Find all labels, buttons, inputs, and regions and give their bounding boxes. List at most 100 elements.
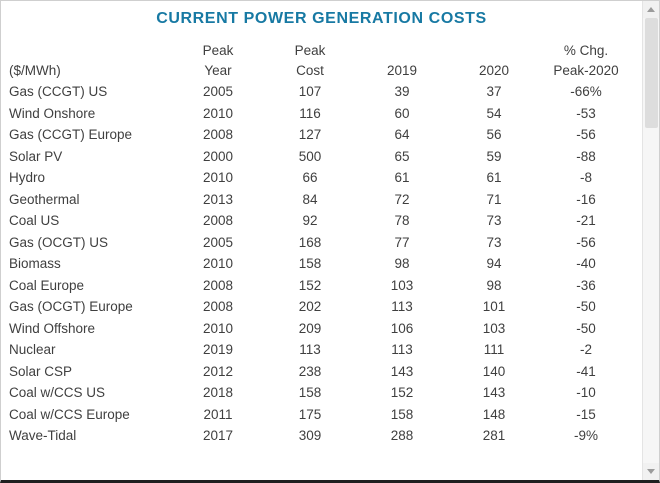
table-row: Biomass 2010 158 98 94 -40 <box>7 253 632 275</box>
row-value: 54 <box>486 105 502 121</box>
row-label: Biomass <box>9 256 61 271</box>
row-value: -9% <box>573 428 598 443</box>
row-value: 2010 <box>202 320 234 336</box>
row-value: 113 <box>391 342 413 357</box>
table-row: Solar PV 2000 500 65 59 -88 <box>7 146 632 168</box>
row-value: 61 <box>394 170 410 185</box>
row-value: 238 <box>298 363 322 379</box>
row-value: 59 <box>486 148 502 164</box>
table-row: Wave-Tidal 2017 309 288 281 -9% <box>7 425 632 447</box>
table-row: Nuclear 2019 113 113 111 -2 <box>7 339 632 361</box>
row-value: 2010 <box>202 105 234 121</box>
arrow-up-icon <box>647 7 655 12</box>
row-value: 39 <box>394 84 410 99</box>
table-row: Coal Europe 2008 152 103 98 -36 <box>7 275 632 297</box>
row-label: Solar PV <box>9 148 63 164</box>
scroll-up-button[interactable] <box>643 1 659 18</box>
col-header-pct-change: % Chg. Peak-2020 <box>540 41 632 81</box>
col-header-label: Cost <box>296 63 324 78</box>
row-value: -10 <box>576 385 596 400</box>
col-header-label: Peak <box>202 43 234 58</box>
row-value: 64 <box>394 127 410 142</box>
page-title: CURRENT POWER GENERATION COSTS <box>156 10 487 27</box>
col-header-label: % Chg. <box>563 43 609 58</box>
row-value: 2019 <box>202 342 234 357</box>
row-value: -36 <box>576 277 596 293</box>
col-header-label: 2020 <box>478 63 510 78</box>
row-value: 113 <box>391 299 413 314</box>
row-value: 2005 <box>202 234 234 250</box>
row-value: -50 <box>576 299 596 314</box>
row-value: -66% <box>570 84 602 99</box>
scrollbar-thumb[interactable] <box>645 18 658 128</box>
row-label: Geothermal <box>9 191 80 207</box>
col-header-label: 2019 <box>386 63 418 78</box>
table-row: Wind Onshore 2010 116 60 54 -53 <box>7 103 632 125</box>
row-value: 2018 <box>202 385 234 400</box>
col-header-peak-year: Peak Year <box>172 41 264 81</box>
row-value: 143 <box>390 363 414 379</box>
row-value: -21 <box>576 213 596 228</box>
row-value: 2005 <box>202 84 234 99</box>
row-value: 106 <box>390 320 414 336</box>
row-value: 2008 <box>202 277 234 293</box>
row-value: 98 <box>486 277 502 293</box>
table-row: Gas (OCGT) Europe 2008 202 113 101 -50 <box>7 296 632 318</box>
row-label: Coal w/CCS Europe <box>9 406 130 422</box>
row-value: 281 <box>482 428 506 443</box>
row-value: 209 <box>298 320 322 336</box>
arrow-down-icon <box>647 469 655 474</box>
row-value: 103 <box>390 277 414 293</box>
row-value: 2008 <box>202 213 234 228</box>
scroll-down-button[interactable] <box>643 463 659 480</box>
row-value: 73 <box>486 234 502 250</box>
vertical-scrollbar[interactable] <box>642 1 659 480</box>
col-header-label: Year <box>204 63 232 78</box>
row-label: Coal Europe <box>9 277 85 293</box>
row-value: 84 <box>302 191 318 207</box>
row-value: 2008 <box>202 127 234 142</box>
row-value: 78 <box>394 213 410 228</box>
row-value: 168 <box>298 234 322 250</box>
row-value: 65 <box>394 148 410 164</box>
table-row: Gas (CCGT) US 2005 107 39 37 -66% <box>7 81 632 103</box>
row-value: 92 <box>302 213 318 228</box>
col-header-2019: 2019 <box>356 41 448 81</box>
row-value: 113 <box>299 342 321 357</box>
row-label: Gas (CCGT) Europe <box>9 127 133 142</box>
row-value: -2 <box>579 342 592 357</box>
row-value: 158 <box>298 256 322 271</box>
row-value: 152 <box>298 277 322 293</box>
table-row: Wind Offshore 2010 209 106 103 -50 <box>7 318 632 340</box>
row-label: Wind Onshore <box>9 105 96 121</box>
row-value: 202 <box>298 299 322 314</box>
table-row: Coal w/CCS US 2018 158 152 143 -10 <box>7 382 632 404</box>
row-value: 56 <box>486 127 502 142</box>
row-value: 140 <box>482 363 506 379</box>
row-value: -53 <box>576 105 596 121</box>
row-value: 158 <box>390 406 414 422</box>
row-value: 101 <box>482 299 506 314</box>
table-row: Hydro 2010 66 61 61 -8 <box>7 167 632 189</box>
row-value: 175 <box>298 406 322 422</box>
row-label: Gas (OCGT) US <box>9 234 109 250</box>
table-row: Geothermal 2013 84 72 71 -16 <box>7 189 632 211</box>
row-value: 77 <box>394 234 410 250</box>
row-value: 158 <box>298 385 322 400</box>
row-label: Hydro <box>9 170 46 185</box>
row-value: -8 <box>579 170 592 185</box>
col-header-label: Peak <box>294 43 326 58</box>
row-label: Gas (OCGT) Europe <box>9 299 133 314</box>
col-header-label: Peak-2020 <box>553 63 619 78</box>
col-header-peak-cost: Peak Cost <box>264 41 356 81</box>
row-value: -41 <box>576 363 596 379</box>
row-value: 111 <box>483 342 505 357</box>
row-value: -40 <box>576 256 596 271</box>
row-value: 60 <box>394 105 410 121</box>
row-value: 98 <box>394 256 410 271</box>
col-header-dollar-mwh: ($/MWh) <box>7 41 172 81</box>
row-value: 127 <box>298 127 322 142</box>
row-value: -56 <box>576 127 596 142</box>
row-value: 73 <box>486 213 502 228</box>
